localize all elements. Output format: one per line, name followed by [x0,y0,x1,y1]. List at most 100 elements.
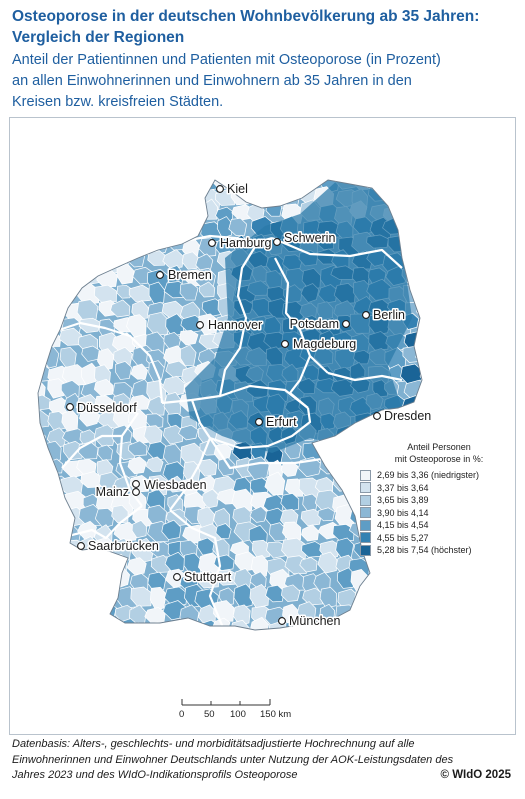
legend-label: 4,55 bis 5,27 [377,532,429,543]
district-cell [179,620,199,630]
district-cell [403,234,422,252]
page-subtitle: Anteil der Patientinnen und Patienten mi… [12,50,517,113]
district-cell [385,602,403,619]
city-label-kiel: Kiel [227,182,248,196]
district-cell [317,507,335,522]
east-high-region [185,180,412,453]
legend-swatch [360,469,371,481]
district-cell [336,567,357,589]
district-cell [59,584,81,604]
border-bw-by [169,509,235,630]
district-cell [248,180,269,185]
district-cell [43,540,68,558]
legend-swatch [360,507,371,519]
district-cell [93,378,114,397]
district-cell [163,392,182,418]
district-cell [163,638,182,661]
district-cell [82,606,98,624]
border-by-north [209,437,329,470]
border-nrw-he [61,434,122,469]
city-label-muenchen: München [289,614,340,628]
district-cell [96,186,114,207]
page-title: Osteoporose in der deutschen Wohnbevölke… [12,6,517,48]
district-cell [416,589,422,611]
city-label-duesseldorf: Düsseldorf [77,401,137,415]
district-cell [27,636,48,660]
district-cell [147,571,167,593]
district-cell [95,635,118,654]
district-cell [199,281,216,298]
district-cell [400,201,422,227]
legend: Anteil Personen mit Osteoporose in %: 2,… [360,441,510,557]
district-cell [133,180,153,190]
district-cell [217,457,235,477]
district-cell [178,219,198,238]
city-label-saarbruecken: Saarbrücken [88,539,159,553]
district-cell [62,552,85,570]
scale-tick-50: 50 [204,709,215,720]
city-marker-potsdam [342,320,350,328]
district-cell [228,217,248,236]
district-cell [371,636,388,654]
district-cell [249,583,270,609]
district-cell [38,317,50,341]
city-marker-saarbruecken [77,542,85,550]
district-cell [149,635,164,653]
district-cell [38,410,50,429]
district-cell [38,460,49,484]
district-cell [100,233,121,255]
district-cell [127,622,145,630]
district-cell [143,203,168,227]
district-cell [161,202,180,221]
district-cell [198,458,218,477]
district-cell [95,552,120,570]
city-marker-stuttgart [173,573,181,581]
legend-class-2: 3,37 bis 3,64 [360,482,510,495]
district-cell [422,633,440,657]
district-cell [164,586,188,608]
district-cell [60,180,84,191]
district-cell [400,553,419,577]
district-cell [60,266,81,284]
city-layer: Kiel Hamburg Schwerin Bremen Hannover Potsdam… [66,181,433,630]
district-cell [38,302,52,317]
city-marker-kiel [216,185,224,193]
germany-map: Kiel Hamburg Schwerin Bremen Hannover Potsdam… [27,179,440,661]
scale-tick-100: 100 [230,709,246,720]
district-cell [181,251,199,270]
district-cell [400,622,419,630]
map-panel: Kiel Hamburg Schwerin Bremen Hannover Potsdam… [9,117,516,735]
district-cell [369,586,390,607]
legend-label: 2,69 bis 3,36 (niedrigster) [377,470,480,481]
district-cell [249,506,268,523]
scale-bar-graphic [181,699,271,706]
city-marker-bremen [156,271,164,279]
district-cell [78,237,102,259]
district-cell [127,234,151,257]
district-cell [94,507,115,529]
district-cell [280,180,299,187]
district-cell [131,537,155,564]
district-cell [96,589,116,608]
district-cell [43,180,66,189]
legend-class-3: 3,65 bis 3,89 [360,494,510,507]
district-cell [38,473,49,497]
district-cell [65,620,83,630]
district-cell [38,601,54,620]
district-cell [301,524,320,542]
district-cell [82,572,101,590]
district-cell [116,263,135,285]
district-cell [264,471,286,496]
district-cell [38,488,45,513]
city-marker-muenchen [278,617,286,625]
district-cell [418,236,422,254]
district-cell [46,519,69,543]
border-nds-east [218,241,259,397]
district-cell [419,569,422,589]
district-cell [147,250,167,266]
district-cell [130,363,148,380]
district-cell [98,203,120,224]
city-label-mainz: Mainz [96,485,129,499]
district-cell [247,186,265,206]
district-cell [385,635,406,655]
